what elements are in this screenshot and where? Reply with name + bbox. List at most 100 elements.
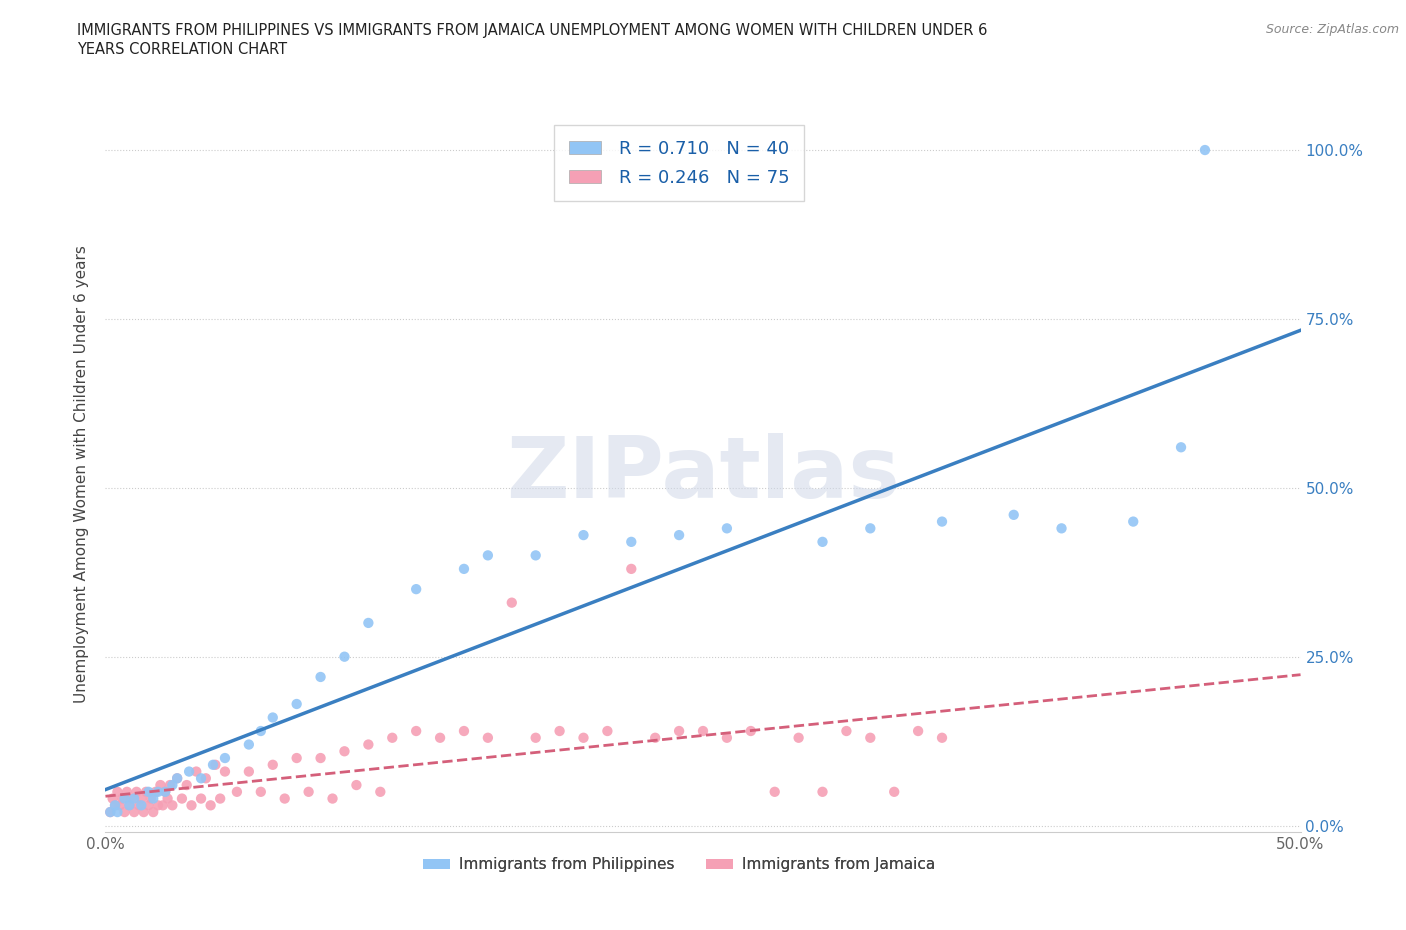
Point xyxy=(104,798,127,813)
Point xyxy=(128,798,150,813)
Point xyxy=(405,581,427,596)
Point xyxy=(125,784,148,799)
Point xyxy=(153,784,177,799)
Point xyxy=(107,804,129,819)
Y-axis label: Unemployment Among Women with Children Under 6 years: Unemployment Among Women with Children U… xyxy=(75,246,90,703)
Point xyxy=(200,798,222,813)
Point xyxy=(405,724,427,738)
Text: ZIPatlas: ZIPatlas xyxy=(506,432,900,516)
Point xyxy=(285,751,308,765)
Point xyxy=(931,730,953,745)
Point xyxy=(716,521,738,536)
Point xyxy=(357,616,380,631)
Point xyxy=(146,784,169,799)
Point xyxy=(429,730,451,745)
Point xyxy=(204,757,226,772)
Point xyxy=(104,798,127,813)
Text: IMMIGRANTS FROM PHILIPPINES VS IMMIGRANTS FROM JAMAICA UNEMPLOYMENT AMONG WOMEN : IMMIGRANTS FROM PHILIPPINES VS IMMIGRANT… xyxy=(77,23,987,38)
Point xyxy=(740,724,762,738)
Point xyxy=(107,784,129,799)
Point xyxy=(716,730,738,745)
Text: Source: ZipAtlas.com: Source: ZipAtlas.com xyxy=(1265,23,1399,36)
Point xyxy=(135,784,157,799)
Point xyxy=(668,527,690,542)
Point xyxy=(238,764,260,779)
Point xyxy=(170,791,193,806)
Point xyxy=(250,724,273,738)
Point xyxy=(859,730,882,745)
Point xyxy=(548,724,571,738)
Point xyxy=(453,562,475,577)
Point xyxy=(620,535,643,550)
Point xyxy=(166,771,188,786)
Point xyxy=(177,764,201,779)
Point xyxy=(190,771,212,786)
Point xyxy=(118,798,141,813)
Point xyxy=(1122,514,1144,529)
Point xyxy=(176,777,198,792)
Point xyxy=(162,777,184,792)
Point xyxy=(186,764,208,779)
Point xyxy=(138,798,160,813)
Point xyxy=(883,784,905,799)
Point xyxy=(572,730,595,745)
Point xyxy=(644,730,666,745)
Point xyxy=(122,804,145,819)
Point xyxy=(524,730,547,745)
Point xyxy=(668,724,690,738)
Point xyxy=(357,737,380,752)
Point xyxy=(152,798,174,813)
Point xyxy=(381,730,404,745)
Point xyxy=(129,798,153,813)
Point xyxy=(111,791,134,806)
Point xyxy=(1170,440,1192,455)
Point xyxy=(149,777,172,792)
Point xyxy=(209,791,232,806)
Point xyxy=(98,804,121,819)
Point xyxy=(180,798,202,813)
Point xyxy=(262,757,284,772)
Point xyxy=(1002,508,1025,523)
Point xyxy=(190,791,212,806)
Point xyxy=(298,784,321,799)
Point xyxy=(122,791,145,806)
Point xyxy=(138,784,160,799)
Point xyxy=(166,771,188,786)
Point xyxy=(453,724,475,738)
Point xyxy=(250,784,273,799)
Text: YEARS CORRELATION CHART: YEARS CORRELATION CHART xyxy=(77,42,287,57)
Point xyxy=(162,798,184,813)
Point xyxy=(156,791,179,806)
Point xyxy=(787,730,810,745)
Point xyxy=(159,777,181,792)
Point xyxy=(501,595,523,610)
Point xyxy=(596,724,619,738)
Point xyxy=(118,798,141,813)
Point xyxy=(225,784,249,799)
Point xyxy=(333,649,356,664)
Point xyxy=(333,744,356,759)
Point xyxy=(368,784,391,799)
Point xyxy=(132,804,155,819)
Point xyxy=(139,791,162,806)
Point xyxy=(931,514,953,529)
Point xyxy=(238,737,260,752)
Point xyxy=(142,804,165,819)
Point xyxy=(108,798,131,813)
Point xyxy=(572,527,595,542)
Point xyxy=(114,791,136,806)
Point xyxy=(214,764,236,779)
Point xyxy=(202,757,225,772)
Point xyxy=(811,784,834,799)
Point xyxy=(285,697,308,711)
Point xyxy=(146,798,169,813)
Point xyxy=(524,548,547,563)
Point xyxy=(194,771,217,786)
Point xyxy=(129,791,153,806)
Point xyxy=(321,791,344,806)
Point xyxy=(309,670,332,684)
Point xyxy=(153,784,177,799)
Legend: Immigrants from Philippines, Immigrants from Jamaica: Immigrants from Philippines, Immigrants … xyxy=(416,851,942,879)
Point xyxy=(859,521,882,536)
Point xyxy=(114,804,136,819)
